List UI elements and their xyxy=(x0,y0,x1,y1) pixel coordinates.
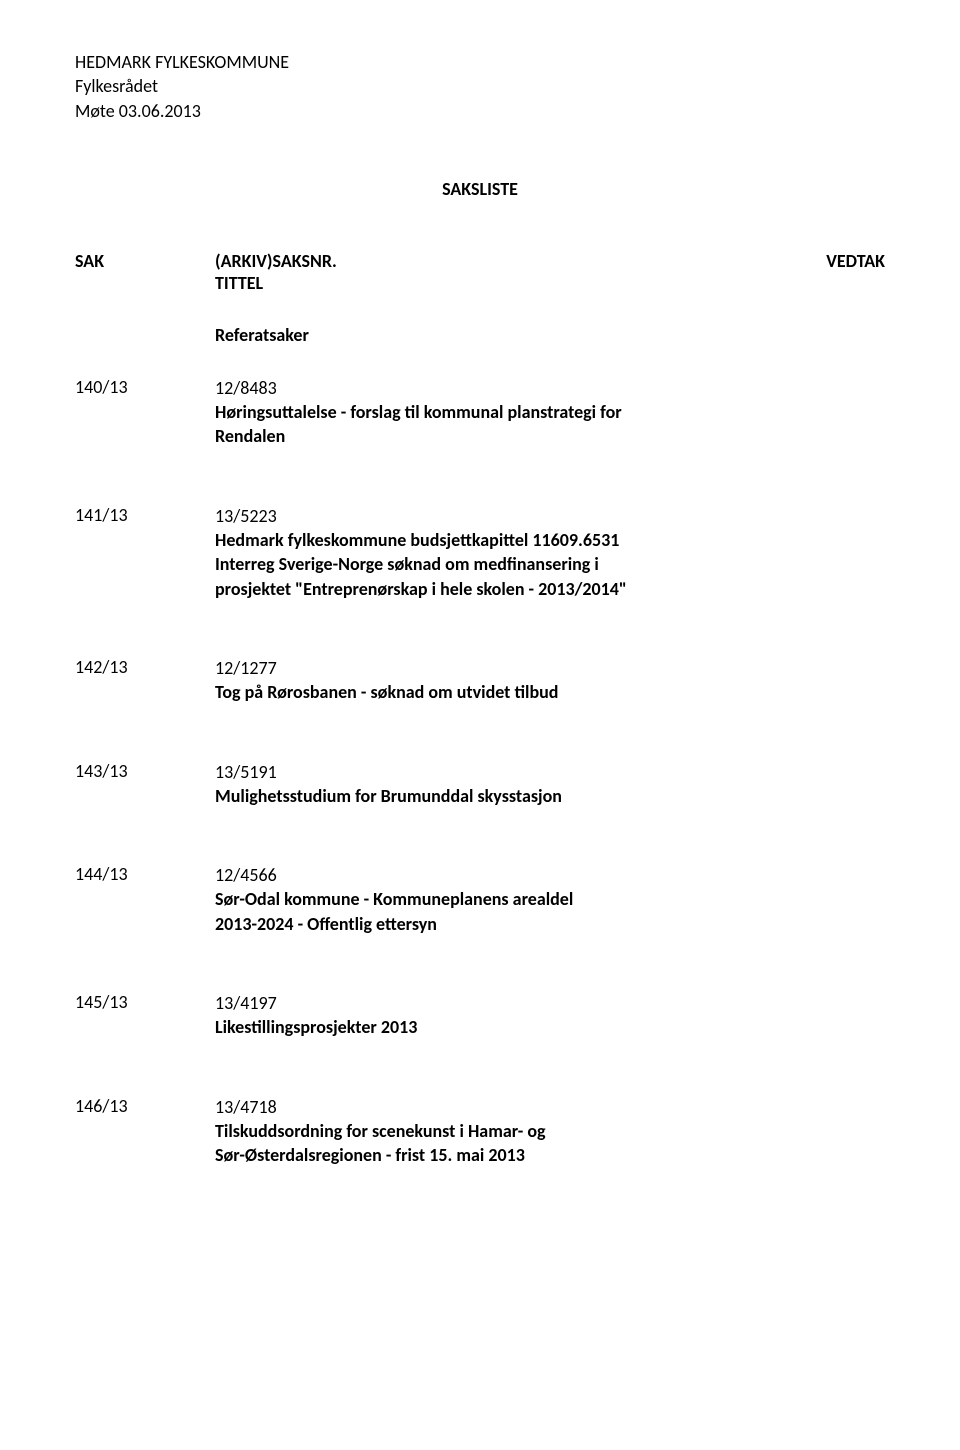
col-header-arkiv: (ARKIV)SAKSNR. xyxy=(215,250,826,272)
referatsaker-label: Referatsaker xyxy=(215,324,309,346)
item-arkiv-number: 13/4718 xyxy=(215,1095,885,1119)
item-title-line: Rendalen xyxy=(215,424,885,448)
item-arkiv-number: 13/5191 xyxy=(215,760,885,784)
item-title-line: Interreg Sverige-Norge søknad om medfina… xyxy=(215,552,885,576)
saksliste-title: SAKSLISTE xyxy=(75,178,885,200)
agenda-item: 143/1313/5191Mulighetsstudium for Brumun… xyxy=(75,760,885,809)
item-sak-number: 146/13 xyxy=(75,1095,215,1168)
col-header-vedtak: VEDTAK xyxy=(826,250,885,272)
item-sak-number: 143/13 xyxy=(75,760,215,809)
item-title-line: Tog på Rørosbanen - søknad om utvidet ti… xyxy=(215,680,885,704)
agenda-item: 144/1312/4566Sør-Odal kommune - Kommunep… xyxy=(75,863,885,936)
referatsaker-row: Referatsaker xyxy=(75,324,885,346)
item-arkiv-number: 12/4566 xyxy=(215,863,885,887)
col-header-tittel: TITTEL xyxy=(215,272,263,294)
item-title-line: Høringsuttalelse - forslag til kommunal … xyxy=(215,400,885,424)
agenda-item: 146/1313/4718Tilskuddsordning for scenek… xyxy=(75,1095,885,1168)
item-title-line: Tilskuddsordning for scenekunst i Hamar-… xyxy=(215,1119,885,1143)
item-sak-number: 141/13 xyxy=(75,504,215,601)
item-content: 13/5191Mulighetsstudium for Brumunddal s… xyxy=(215,760,885,809)
item-content: 13/5223Hedmark fylkeskommune budsjettkap… xyxy=(215,504,885,601)
item-title-line: Likestillingsprosjekter 2013 xyxy=(215,1015,885,1039)
header-dept: Fylkesrådet xyxy=(75,74,885,98)
item-arkiv-number: 12/8483 xyxy=(215,376,885,400)
item-title-line: Sør-Østerdalsregionen - frist 15. mai 20… xyxy=(215,1143,885,1167)
agenda-item: 141/1313/5223Hedmark fylkeskommune budsj… xyxy=(75,504,885,601)
spacer xyxy=(75,324,215,346)
item-sak-number: 144/13 xyxy=(75,863,215,936)
spacer xyxy=(75,272,215,294)
item-content: 13/4718Tilskuddsordning for scenekunst i… xyxy=(215,1095,885,1168)
item-content: 13/4197Likestillingsprosjekter 2013 xyxy=(215,991,885,1040)
item-title-line: Sør-Odal kommune - Kommuneplanens areald… xyxy=(215,887,885,911)
item-title-line: prosjektet "Entreprenørskap i hele skole… xyxy=(215,577,885,601)
item-content: 12/1277Tog på Rørosbanen - søknad om utv… xyxy=(215,656,885,705)
item-title-line: 2013-2024 - Offentlig ettersyn xyxy=(215,912,885,936)
agenda-item: 140/1312/8483Høringsuttalelse - forslag … xyxy=(75,376,885,449)
agenda-item: 145/1313/4197Likestillingsprosjekter 201… xyxy=(75,991,885,1040)
col-header-sak: SAK xyxy=(75,250,215,272)
tittel-row: TITTEL xyxy=(75,272,885,294)
item-arkiv-number: 12/1277 xyxy=(215,656,885,680)
agenda-item: 142/1312/1277Tog på Rørosbanen - søknad … xyxy=(75,656,885,705)
item-arkiv-number: 13/4197 xyxy=(215,991,885,1015)
item-title-line: Hedmark fylkeskommune budsjettkapittel 1… xyxy=(215,528,885,552)
item-sak-number: 142/13 xyxy=(75,656,215,705)
column-headers: SAK (ARKIV)SAKSNR. VEDTAK xyxy=(75,250,885,272)
document-header: HEDMARK FYLKESKOMMUNE Fylkesrådet Møte 0… xyxy=(75,50,885,123)
item-content: 12/4566Sør-Odal kommune - Kommuneplanens… xyxy=(215,863,885,936)
header-date: Møte 03.06.2013 xyxy=(75,99,885,123)
item-title-line: Mulighetsstudium for Brumunddal skysstas… xyxy=(215,784,885,808)
items-list: 140/1312/8483Høringsuttalelse - forslag … xyxy=(75,376,885,1168)
item-content: 12/8483Høringsuttalelse - forslag til ko… xyxy=(215,376,885,449)
item-sak-number: 140/13 xyxy=(75,376,215,449)
item-sak-number: 145/13 xyxy=(75,991,215,1040)
header-org: HEDMARK FYLKESKOMMUNE xyxy=(75,50,885,74)
item-arkiv-number: 13/5223 xyxy=(215,504,885,528)
